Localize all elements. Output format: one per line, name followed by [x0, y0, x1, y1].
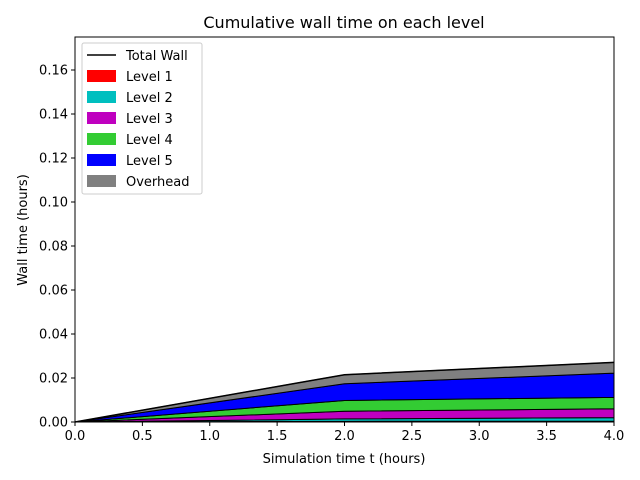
chart-title: Cumulative wall time on each level [203, 13, 484, 32]
legend-swatch-level-3 [87, 112, 116, 124]
legend-label-level-3: Level 3 [126, 112, 173, 127]
x-tick-label: 2.0 [334, 429, 355, 444]
x-axis-label: Simulation time t (hours) [263, 452, 426, 467]
y-tick-label: 0.10 [39, 196, 68, 211]
x-axis-ticks: 0.0 0.5 1.0 1.5 2.0 2.5 3.0 3.5 4.0 [65, 422, 625, 444]
x-tick-label: 4.0 [604, 429, 625, 444]
legend-swatch-overhead [87, 175, 116, 187]
legend-label-level-2: Level 2 [126, 91, 173, 106]
x-tick-label: 3.0 [469, 429, 490, 444]
legend-swatch-level-1 [87, 70, 116, 82]
y-tick-label: 0.12 [39, 152, 68, 167]
x-tick-label: 0.5 [132, 429, 153, 444]
y-tick-label: 0.08 [39, 240, 68, 255]
y-tick-label: 0.16 [39, 64, 68, 79]
y-tick-label: 0.06 [39, 284, 68, 299]
legend-swatch-level-4 [87, 133, 116, 145]
x-tick-label: 0.0 [65, 429, 86, 444]
y-axis-ticks: 0.00 0.02 0.04 0.06 0.08 0.10 0.12 0.14 0.16 [39, 64, 75, 431]
legend-swatch-level-2 [87, 91, 116, 103]
x-tick-label: 1.5 [267, 429, 288, 444]
legend-swatch-level-5 [87, 154, 116, 166]
legend-label-level-4: Level 4 [126, 133, 173, 148]
y-tick-label: 0.04 [39, 328, 68, 343]
y-tick-label: 0.14 [39, 108, 68, 123]
x-tick-label: 1.0 [199, 429, 220, 444]
total-wall-line [74, 361, 615, 423]
legend-label-level-1: Level 1 [126, 70, 173, 85]
plot-frame [74, 36, 615, 423]
legend-label-total-wall: Total Wall [125, 49, 188, 64]
y-tick-label: 0.00 [39, 416, 68, 431]
legend-label-overhead: Overhead [126, 175, 190, 190]
legend-label-level-5: Level 5 [126, 154, 173, 169]
x-tick-label: 3.5 [536, 429, 557, 444]
legend: Total Wall Level 1 Level 2 Level 3 Level 4 Le… [81, 42, 203, 195]
x-tick-label: 2.5 [402, 429, 423, 444]
y-tick-label: 0.02 [39, 372, 68, 387]
y-axis-label: Wall time (hours) [16, 174, 31, 286]
